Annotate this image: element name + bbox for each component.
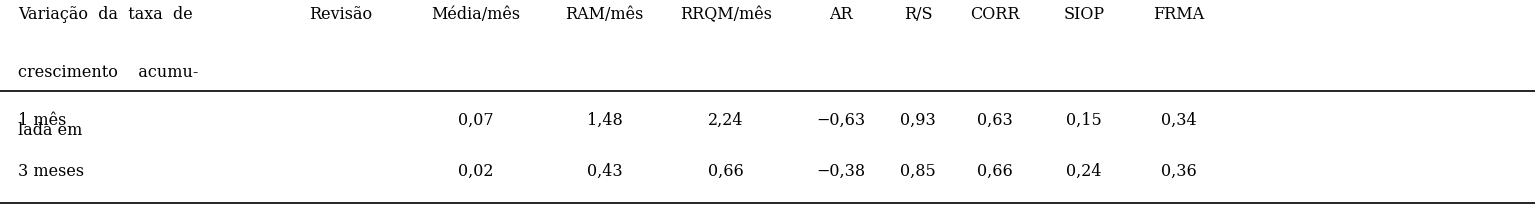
Text: FRMA: FRMA [1153,6,1205,23]
Text: −0,63: −0,63 [817,111,866,128]
Text: 0,24: 0,24 [1065,163,1102,179]
Text: RAM/mês: RAM/mês [565,6,645,23]
Text: 3 meses: 3 meses [18,163,84,179]
Text: crescimento    acumu-: crescimento acumu- [18,64,200,81]
Text: 0,66: 0,66 [976,163,1013,179]
Text: 0,02: 0,02 [457,163,494,179]
Text: Média/mês: Média/mês [431,6,520,23]
Text: 2,24: 2,24 [708,111,744,128]
Text: −0,38: −0,38 [817,163,866,179]
Text: 0,43: 0,43 [586,163,623,179]
Text: 0,34: 0,34 [1160,111,1197,128]
Text: AR: AR [829,6,853,23]
Text: 0,93: 0,93 [900,111,936,128]
Text: CORR: CORR [970,6,1019,23]
Text: 0,07: 0,07 [457,111,494,128]
Text: 0,85: 0,85 [900,163,936,179]
Text: 0,36: 0,36 [1160,163,1197,179]
Text: Variação  da  taxa  de: Variação da taxa de [18,6,193,23]
Text: SIOP: SIOP [1064,6,1104,23]
Text: 0,63: 0,63 [976,111,1013,128]
Text: 1 mês: 1 mês [18,111,68,128]
Text: Revisão: Revisão [309,6,373,23]
Text: lada em: lada em [18,122,83,138]
Text: 0,15: 0,15 [1065,111,1102,128]
Text: 0,66: 0,66 [708,163,744,179]
Text: R/S: R/S [904,6,932,23]
Text: 1,48: 1,48 [586,111,623,128]
Text: RRQM/mês: RRQM/mês [680,6,772,23]
